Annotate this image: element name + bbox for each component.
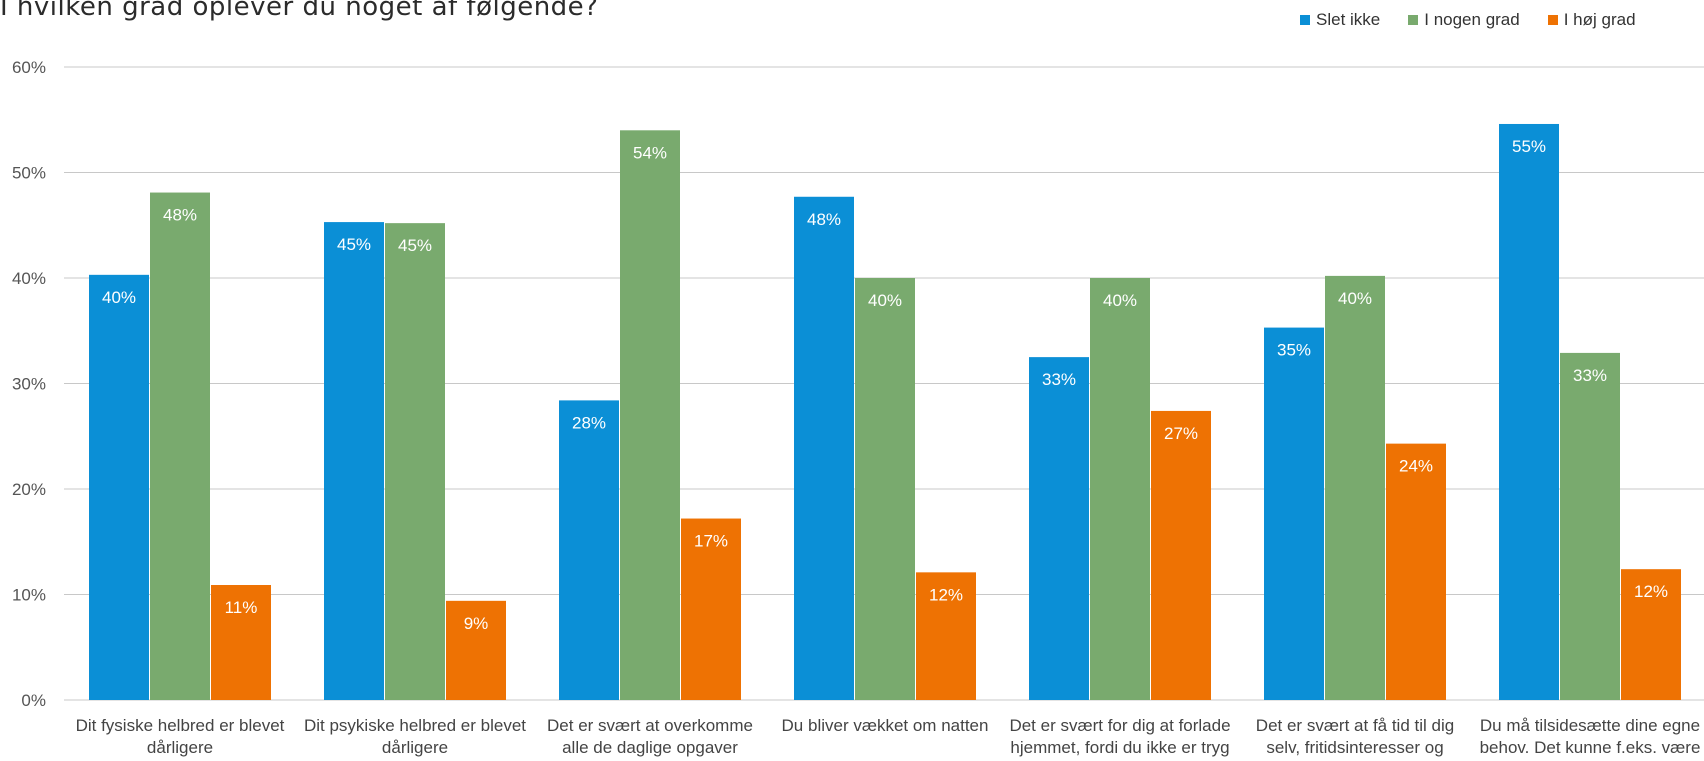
legend-label-i-hoj-grad: I høj grad	[1563, 10, 1636, 29]
bar	[446, 600, 506, 700]
data-label: 28%	[572, 413, 606, 432]
legend-swatch-slet-ikke	[1300, 15, 1310, 25]
data-label: 54%	[633, 143, 667, 162]
bar	[150, 192, 210, 701]
bar	[211, 585, 271, 700]
chart-title: I hvilken grad oplever du noget af følge…	[0, 0, 599, 22]
bar	[620, 130, 680, 701]
data-label: 17%	[694, 532, 728, 551]
bar	[916, 572, 976, 700]
category-label: Dit psykiske helbred er blevet	[304, 716, 526, 735]
legend-swatch-i-nogen-grad	[1408, 15, 1419, 25]
bar	[559, 400, 619, 700]
bar	[1151, 410, 1211, 700]
category-label: alle de daglige opgaver	[562, 738, 738, 757]
data-label: 12%	[1634, 582, 1668, 601]
bar	[1499, 123, 1559, 701]
bar	[1560, 352, 1620, 700]
bar	[1264, 327, 1324, 700]
data-label: 40%	[102, 288, 136, 307]
category-label: hjemmet, fordi du ikke er tryg	[1010, 738, 1229, 757]
bar	[1621, 569, 1681, 700]
legend-item-i-nogen-grad: I nogen grad	[1408, 10, 1520, 30]
data-label: 48%	[163, 206, 197, 225]
legend-label-i-nogen-grad: I nogen grad	[1424, 10, 1520, 29]
data-label: 40%	[868, 291, 902, 310]
bar	[1386, 443, 1446, 700]
y-tick-label: 50%	[12, 164, 46, 183]
data-label: 45%	[337, 235, 371, 254]
data-label: 40%	[1338, 289, 1372, 308]
data-label: 33%	[1042, 370, 1076, 389]
bar	[1325, 275, 1385, 700]
legend-swatch-i-hoj-grad	[1547, 15, 1558, 25]
bar	[1029, 357, 1089, 700]
category-label: Du bliver vækket om natten	[782, 716, 989, 735]
legend-label-slet-ikke: Slet ikke	[1316, 10, 1381, 29]
category-label: dårligere	[382, 738, 448, 757]
category-label: behov. Det kunne f.eks. være	[1480, 738, 1701, 757]
data-label: 35%	[1277, 341, 1311, 360]
data-label: 12%	[929, 585, 963, 604]
category-label: Dit fysiske helbred er blevet	[76, 716, 285, 735]
category-label: Det er svært for dig at forlade	[1009, 716, 1230, 735]
data-label: 33%	[1573, 366, 1607, 385]
bar	[324, 222, 384, 700]
data-label: 45%	[398, 236, 432, 255]
category-label: dårligere	[147, 738, 213, 757]
bar	[1090, 278, 1150, 700]
legend: Slet ikke I nogen grad I høj grad	[1300, 10, 1636, 30]
data-label: 9%	[464, 614, 489, 633]
data-label: 24%	[1399, 457, 1433, 476]
data-label: 11%	[225, 598, 258, 617]
bar	[681, 518, 741, 700]
bar	[794, 196, 854, 700]
data-label: 27%	[1164, 424, 1198, 443]
legend-item-slet-ikke: Slet ikke	[1300, 10, 1380, 30]
bar	[855, 278, 915, 700]
y-tick-label: 30%	[12, 375, 46, 394]
category-label: Du må tilsidesætte dine egne	[1480, 716, 1700, 735]
legend-item-i-hoj-grad: I høj grad	[1547, 10, 1636, 30]
y-tick-label: 0%	[21, 691, 46, 710]
category-label: Det er svært at få tid til dig	[1256, 716, 1454, 735]
data-label: 55%	[1512, 137, 1546, 156]
data-label: 48%	[807, 210, 841, 229]
category-label: Det er svært at overkomme	[547, 716, 753, 735]
y-tick-label: 40%	[12, 269, 46, 288]
y-tick-label: 10%	[12, 586, 46, 605]
bar	[385, 223, 445, 700]
category-label: selv, fritidsinteresser og	[1266, 738, 1443, 757]
data-label: 40%	[1103, 291, 1137, 310]
y-tick-label: 20%	[12, 480, 46, 499]
y-tick-label: 60%	[12, 58, 46, 77]
bar	[89, 274, 149, 700]
